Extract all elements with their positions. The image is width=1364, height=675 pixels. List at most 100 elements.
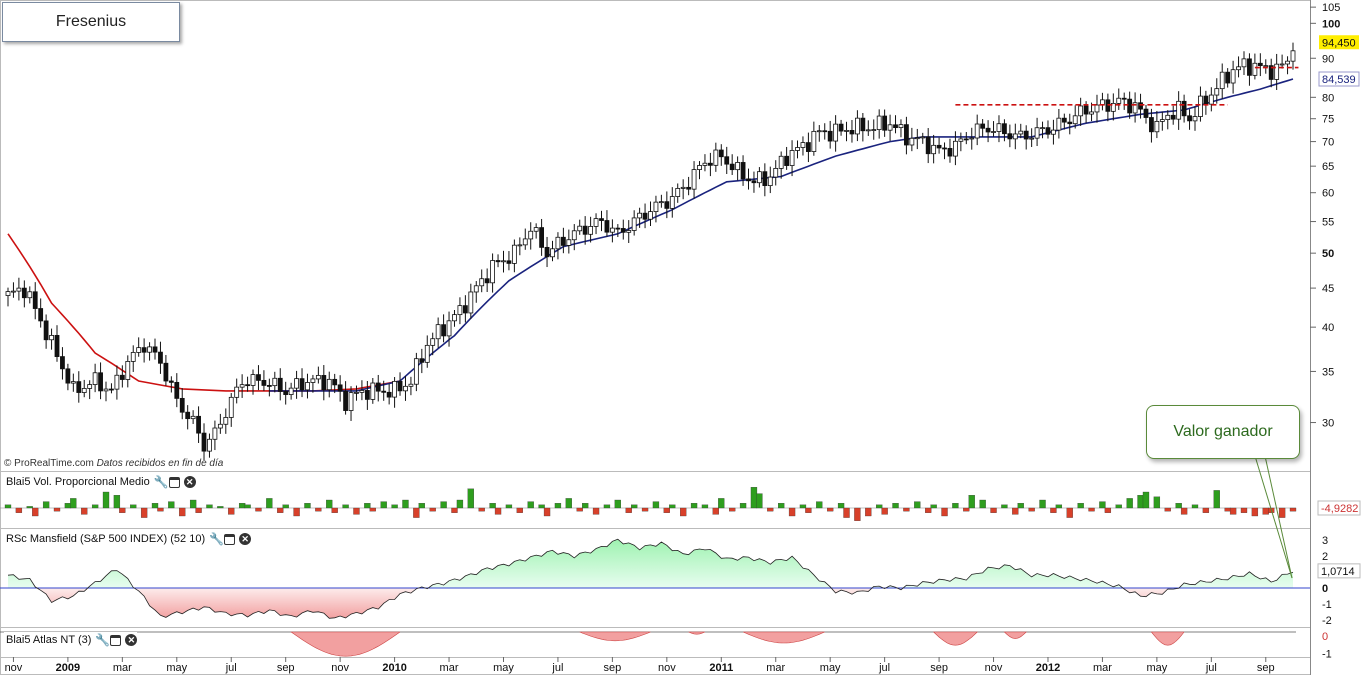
window-icon[interactable] [168,476,180,488]
volume-bar [1289,507,1297,512]
candle-body [5,291,11,296]
candle-body [816,130,822,133]
atlas-area [290,631,401,657]
volume-bar [168,501,175,509]
candle-body [1203,95,1209,105]
candle-body [1241,58,1247,68]
volume-bar [778,503,785,509]
volume-bar [729,507,736,512]
time-tick-label: nov [5,662,23,674]
volume-bar [1039,499,1046,509]
candle-body [996,123,1002,132]
candle-body [669,196,675,209]
volume-bar [4,504,12,509]
candle-body [27,291,33,299]
candle-body [914,137,920,140]
candle-body [266,385,272,387]
candle-body [435,324,441,340]
volume-bar [968,495,975,509]
volume-bar [990,507,997,513]
candle-body [838,123,844,132]
wrench-icon[interactable]: 🔧 [209,531,225,546]
time-tick-label: jul [1205,662,1217,674]
volume-bar [701,504,709,509]
volume-bar [456,499,464,509]
candle-body [1029,137,1035,140]
candle-body [920,136,926,139]
candle-body [620,228,626,233]
volume-bar [631,504,638,509]
candle-body [942,147,947,150]
volume-bar [402,499,409,509]
volume-bar [652,501,660,509]
wrench-icon[interactable]: 🔧 [153,474,169,489]
candle-body [1154,121,1160,133]
candle-body [648,211,653,220]
time-tick-label: sep [930,662,948,674]
candle-body [81,388,87,393]
candle-body [32,291,38,309]
atlas-tick-label: 0 [1322,631,1328,643]
candle-body [784,155,790,166]
candle-body [1192,116,1198,122]
volume-bar [876,504,883,509]
volume-bar [1224,507,1231,512]
candle-body [16,287,22,292]
atlas-area [688,631,706,635]
volume-bar [418,503,425,509]
candle-body [212,427,218,440]
close-icon[interactable]: ✕ [239,533,252,545]
candle-body [555,236,561,250]
volume-bar [26,506,33,509]
close-icon[interactable]: ✕ [125,634,138,646]
volume-bar [179,507,186,517]
candle-body [865,129,871,132]
close-icon[interactable]: ✕ [183,476,196,488]
candle-body [697,165,702,170]
candle-body [778,155,784,169]
candle-body [844,130,849,132]
candle-body [713,149,719,166]
candle-body [76,381,82,393]
candle-body [751,180,757,184]
candle-body [1252,62,1258,76]
rsc-negative-area [8,588,1293,619]
candle-body [163,362,169,382]
candle-body [288,387,294,395]
candle-body [60,356,65,370]
wrench-icon[interactable]: 🔧 [95,632,111,647]
volume-bar [1099,501,1106,509]
candle-body [1290,50,1296,62]
candle-body [746,178,751,182]
candle-body [1159,119,1165,122]
ma-fast-line [7,233,401,392]
candle-body [588,226,594,235]
window-icon[interactable] [110,634,122,646]
volume-bar [1278,507,1286,518]
volume-bar [64,503,72,509]
candle-body [462,305,468,314]
volume-bar [1137,495,1144,509]
time-tick-label: may [493,662,514,674]
candle-body [228,396,234,418]
candle-body [833,123,839,142]
time-tick-label: 2011 [709,662,733,674]
volume-bar [1028,507,1035,512]
window-icon[interactable] [224,533,236,545]
volume-bar [1055,504,1063,509]
volume-bar [718,498,725,509]
time-tick-label: jul [225,662,237,674]
volume-bar [1240,507,1248,513]
volume-bar [157,507,164,512]
callout-pointer [1264,455,1293,579]
volume-bar [576,507,583,512]
candle-body [403,385,408,392]
candle-body [430,338,436,346]
volume-bar [151,503,159,509]
candle-body [1176,100,1182,120]
candle-body [675,188,681,197]
volume-bar [478,507,485,512]
candle-body [217,423,223,429]
volume-bar [81,507,88,515]
